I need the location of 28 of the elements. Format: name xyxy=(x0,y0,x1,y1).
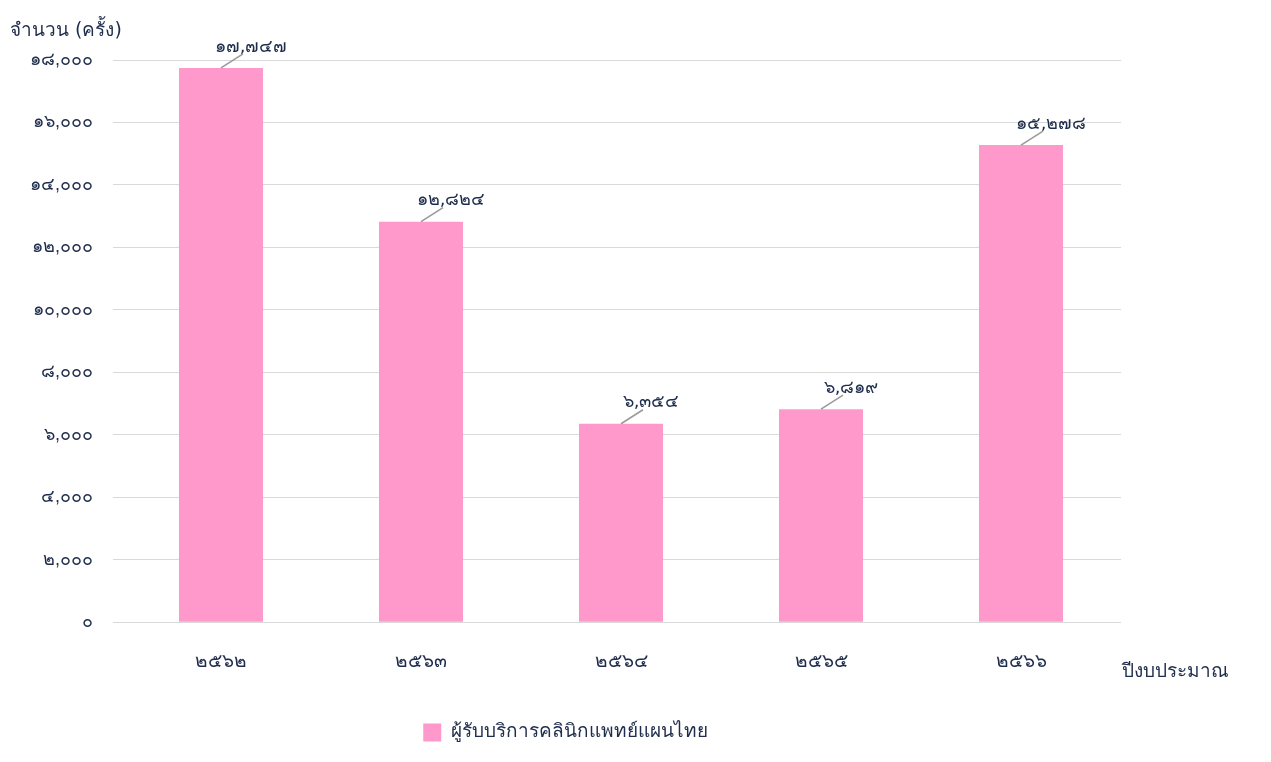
x-tick-label: ๒๕๖๕ xyxy=(794,649,848,671)
y-tick-label: ๒,๐๐๐ xyxy=(42,548,93,569)
data-label: ๖,๘๑๙ xyxy=(823,375,879,397)
y-tick-label: ๖,๐๐๐ xyxy=(43,423,93,444)
y-tick-label: ๑๖,๐๐๐ xyxy=(32,111,93,132)
y-tick-label: ๔,๐๐๐ xyxy=(40,486,93,507)
y-tick-label: ๑๐,๐๐๐ xyxy=(32,298,93,319)
x-tick-label: ๒๕๖๒ xyxy=(195,649,247,671)
y-tick-label: ๐ xyxy=(82,611,93,632)
x-axis-title: ปีงบประมาณ xyxy=(1122,658,1229,683)
legend-label: ผู้รับบริการคลินิกแพทย์แผนไทย xyxy=(450,719,708,743)
y-tick-label: ๘,๐๐๐ xyxy=(40,361,93,382)
bar xyxy=(779,409,863,622)
x-tick-label: ๒๕๖๖ xyxy=(995,649,1047,671)
data-label: ๑๗,๗๔๗ xyxy=(214,34,288,56)
data-label: ๖,๓๕๔ xyxy=(622,390,680,412)
y-tick-label: ๑๔,๐๐๐ xyxy=(29,173,93,194)
bar xyxy=(379,221,463,622)
bar xyxy=(579,423,663,622)
y-tick-label: ๑๒,๐๐๐ xyxy=(31,236,93,257)
y-tick-label: ๑๘,๐๐๐ xyxy=(29,48,93,69)
x-tick-label: ๒๕๖๓ xyxy=(395,649,447,671)
data-label: ๑๒,๘๒๔ xyxy=(416,188,486,210)
y-axis-title: จำนวน (ครั้ง) xyxy=(10,15,122,42)
data-label: ๑๕,๒๗๘ xyxy=(1015,111,1087,133)
bar xyxy=(979,145,1063,622)
x-tick-label: ๒๕๖๔ xyxy=(594,649,648,671)
bar xyxy=(179,67,263,622)
